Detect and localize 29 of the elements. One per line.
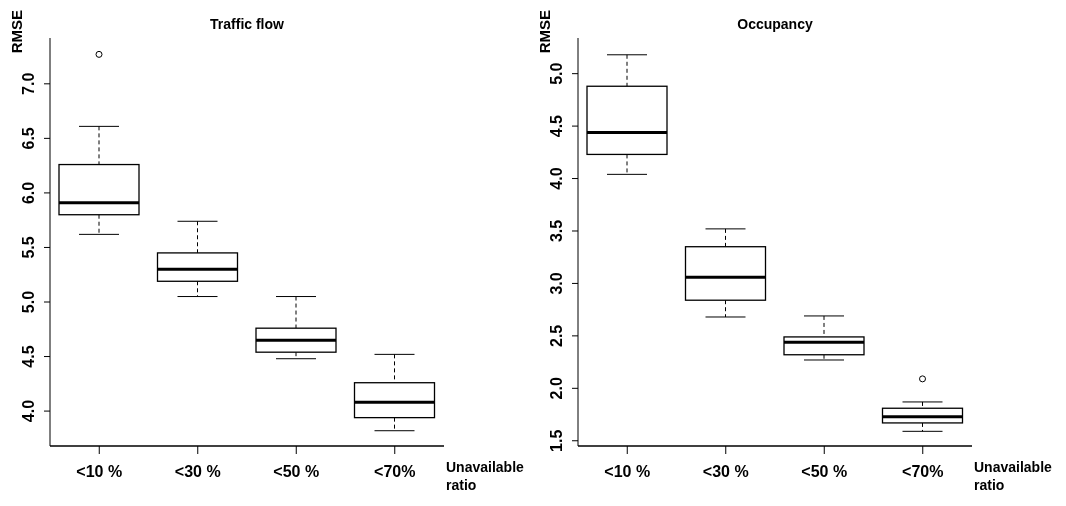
x-tick-label: <30 % xyxy=(702,463,749,481)
y-axis-title: RMSE xyxy=(8,10,25,54)
x-tick-label: <10 % xyxy=(76,463,123,481)
chart-title: Occupancy xyxy=(736,16,814,32)
y-axis-title: RMSE xyxy=(536,10,553,54)
y-tick-label: 3.0 xyxy=(548,272,565,295)
x-tick-label: <10 % xyxy=(604,463,651,481)
x-tick-label: <70% xyxy=(902,463,944,481)
y-tick-label: 5.0 xyxy=(548,62,565,85)
y-tick-label: 1.5 xyxy=(548,429,565,452)
y-tick-label: 4.5 xyxy=(20,345,37,368)
y-tick-label: 6.5 xyxy=(20,127,37,150)
y-tick-label: 7.0 xyxy=(20,72,37,95)
x-tick-label: <70% xyxy=(374,463,416,481)
x-tick-label: <50 % xyxy=(801,463,848,481)
y-tick-label: 4.0 xyxy=(548,167,565,190)
x-tick-label: <30 % xyxy=(174,463,221,481)
chart-title: Traffic flow xyxy=(209,16,285,32)
x-axis-title: Unavailable ratio xyxy=(974,458,1053,494)
y-tick-label: 6.0 xyxy=(20,181,37,205)
y-tick-label: 2.0 xyxy=(548,377,565,400)
y-tick-label: 5.5 xyxy=(20,236,37,259)
x-tick-label: <50 % xyxy=(273,463,320,481)
y-tick-label: 4.0 xyxy=(20,399,37,423)
y-tick-label: 5.0 xyxy=(20,290,37,314)
y-tick-label: 3.5 xyxy=(548,219,565,243)
y-tick-label: 4.5 xyxy=(548,114,565,138)
x-axis-title: Unavailable ratio xyxy=(446,458,525,494)
y-tick-label: 2.5 xyxy=(548,324,565,347)
